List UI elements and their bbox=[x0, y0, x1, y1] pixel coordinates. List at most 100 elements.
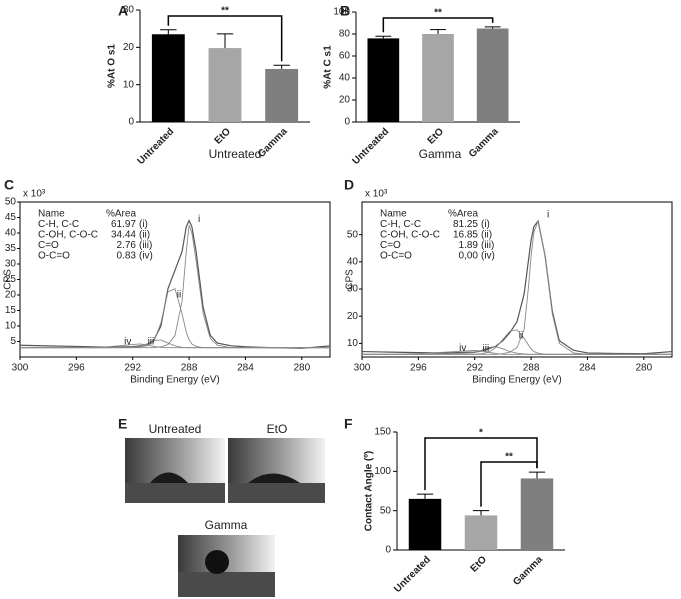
peak-label: ii bbox=[177, 289, 181, 300]
y-scale-label: x 10³ bbox=[23, 189, 46, 200]
y-tick-label: 20 bbox=[5, 290, 17, 301]
y-tick-label: 20 bbox=[123, 42, 135, 53]
y-axis-label: CPS bbox=[3, 269, 14, 290]
x-tick-label: Untreated bbox=[351, 126, 392, 167]
significance-bracket bbox=[424, 437, 538, 491]
panel-label: E bbox=[118, 416, 127, 432]
y-axis-label: Contact Angle (º) bbox=[364, 451, 375, 532]
x-tick-label: EtO bbox=[426, 126, 447, 147]
y-axis-label: CPS bbox=[345, 269, 356, 290]
bar bbox=[367, 38, 400, 122]
y-axis-label: %At C s1 bbox=[323, 45, 334, 89]
x-tick-label: 292 bbox=[466, 363, 483, 374]
significance-label: ** bbox=[505, 452, 513, 463]
x-tick-label: 292 bbox=[124, 363, 141, 374]
significance-bracket bbox=[167, 15, 283, 62]
significance-label: ** bbox=[221, 6, 229, 17]
table-cell: 0.83 bbox=[117, 251, 137, 262]
x-axis-label: Binding Energy (eV) bbox=[130, 375, 220, 386]
y-axis-label: %At O s1 bbox=[107, 44, 118, 88]
component-line bbox=[20, 343, 330, 349]
table-cell: 61.97 bbox=[111, 219, 136, 230]
y-tick-label: 30 bbox=[5, 259, 17, 270]
x-tick-label: 296 bbox=[68, 363, 85, 374]
y-tick-label: 20 bbox=[347, 311, 359, 322]
x-tick-label: EtO bbox=[213, 126, 234, 147]
photo-label: Untreated bbox=[149, 422, 202, 436]
panel-label: C bbox=[4, 177, 14, 193]
bar bbox=[464, 515, 498, 550]
x-axis-label: Binding Energy (eV) bbox=[472, 375, 562, 386]
x-tick-label: EtO bbox=[469, 554, 490, 575]
table-cell: (iii) bbox=[139, 240, 152, 251]
x-tick-label: 280 bbox=[635, 363, 652, 374]
plot-frame bbox=[361, 201, 673, 358]
x-axis-label: Gamma bbox=[419, 147, 462, 161]
y-tick-label: 50 bbox=[5, 197, 17, 208]
peak-label: iv bbox=[124, 337, 131, 348]
table-cell: 34.44 bbox=[111, 230, 136, 241]
y-tick-label: 15 bbox=[5, 305, 17, 316]
droplet bbox=[205, 550, 229, 574]
photo-stage bbox=[125, 483, 225, 503]
table-cell: C-OH, C-O-C bbox=[380, 230, 440, 241]
table-cell: (iii) bbox=[481, 240, 494, 251]
y-tick-label: 100 bbox=[333, 7, 350, 18]
table-cell: 16.85 bbox=[453, 230, 478, 241]
y-tick-label: 5 bbox=[10, 336, 16, 347]
y-tick-label: 30 bbox=[123, 5, 135, 16]
y-tick-label: 60 bbox=[339, 51, 351, 62]
photo-label: Gamma bbox=[205, 518, 248, 532]
y-tick-label: 50 bbox=[347, 229, 359, 240]
table-cell: (ii) bbox=[481, 230, 492, 241]
table-cell: C-H, C-C bbox=[38, 219, 79, 230]
y-tick-label: 30 bbox=[347, 284, 359, 295]
table-cell: 81.25 bbox=[453, 219, 478, 230]
x-tick-label: 296 bbox=[410, 363, 427, 374]
photos bbox=[125, 438, 325, 597]
component-line bbox=[20, 225, 330, 349]
y-tick-label: 10 bbox=[5, 321, 17, 332]
table-header: Name bbox=[380, 209, 407, 220]
y-tick-label: 80 bbox=[339, 29, 351, 40]
panel-label: D bbox=[344, 177, 354, 193]
bar bbox=[520, 478, 554, 550]
table-cell: 2.76 bbox=[117, 240, 137, 251]
x-tick-label: Untreated bbox=[136, 126, 177, 167]
y-tick-label: 40 bbox=[339, 73, 351, 84]
panel-label: F bbox=[344, 416, 353, 432]
bar bbox=[151, 34, 185, 123]
table-header: %Area bbox=[448, 209, 478, 220]
table-header: %Area bbox=[106, 209, 136, 220]
x-tick-label: 284 bbox=[237, 363, 254, 374]
y-tick-label: 10 bbox=[347, 338, 359, 349]
y-tick-label: 40 bbox=[5, 228, 17, 239]
table-cell: C-H, C-C bbox=[380, 219, 421, 230]
table-cell: (iv) bbox=[481, 251, 495, 262]
y-tick-label: 0 bbox=[385, 545, 391, 556]
table-cell: C=O bbox=[38, 240, 59, 251]
photo-stage bbox=[228, 483, 325, 503]
table-cell: C=O bbox=[380, 240, 401, 251]
droplet bbox=[248, 473, 300, 483]
x-tick-label: 284 bbox=[579, 363, 596, 374]
x-axis-label: Untreated bbox=[209, 147, 262, 161]
bar bbox=[408, 498, 442, 550]
table-cell: (i) bbox=[139, 219, 148, 230]
table-cell: (i) bbox=[481, 219, 490, 230]
y-tick-label: 100 bbox=[374, 466, 391, 477]
y-tick-label: 10 bbox=[123, 79, 135, 90]
table-cell: O-C=O bbox=[380, 251, 412, 262]
table-cell: 0,00 bbox=[459, 251, 479, 262]
table-cell: 1.89 bbox=[459, 240, 479, 251]
y-tick-label: 20 bbox=[339, 95, 351, 106]
x-tick-label: 300 bbox=[12, 363, 29, 374]
panel-label: A bbox=[118, 3, 128, 19]
peak-label: iii bbox=[148, 337, 155, 348]
y-tick-label: 150 bbox=[374, 427, 391, 438]
droplet bbox=[150, 472, 188, 483]
y-scale-label: x 10³ bbox=[365, 189, 388, 200]
component-line bbox=[20, 288, 330, 349]
envelope-line bbox=[361, 219, 673, 355]
